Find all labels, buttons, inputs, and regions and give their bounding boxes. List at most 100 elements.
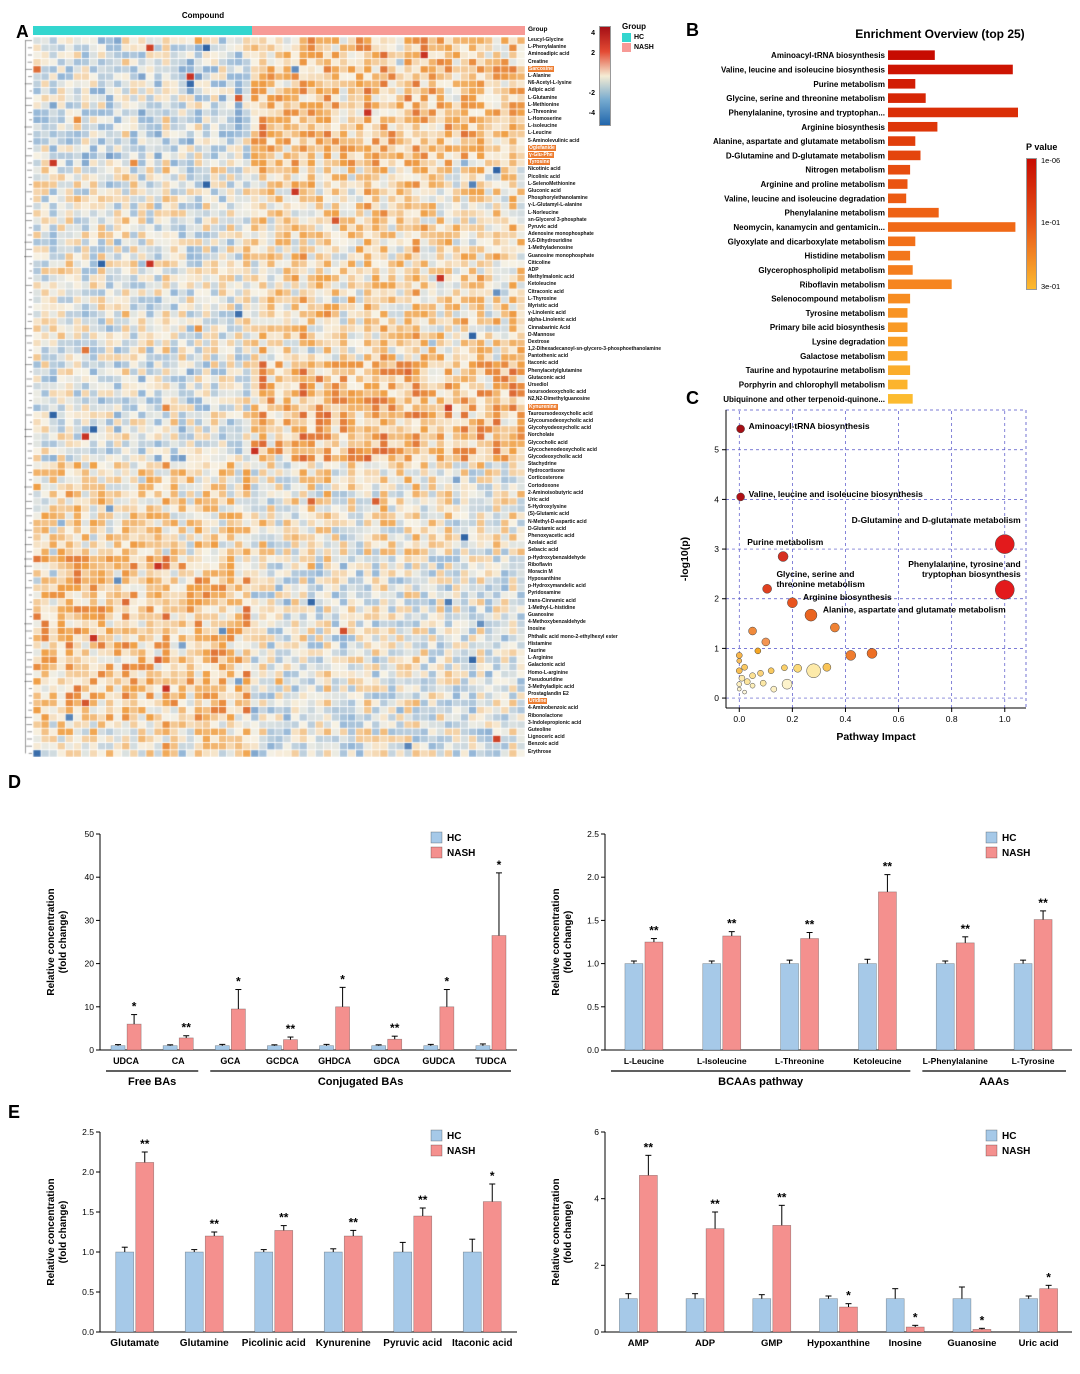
heatmap-row-label: Glycocholic acid (528, 439, 568, 446)
svg-text:Relative concentration: Relative concentration (46, 888, 57, 995)
heatmap-row-label: Phenylacetylglutamine (528, 367, 583, 374)
heatmap-row-label: L-Threonine (528, 108, 557, 115)
svg-text:TUDCA: TUDCA (475, 1056, 507, 1066)
heatmap-row-label: Myristic acid (528, 302, 559, 309)
svg-text:Porphyrin and chlorophyll meta: Porphyrin and chlorophyll metabolism (739, 381, 885, 390)
heatmap-row-label: Oglefanide (528, 144, 556, 151)
colorbar-tick: -4 (588, 110, 595, 117)
heatmap-row-label: Cortodoxone (528, 482, 560, 489)
heatmap-row-label: L-Homoserine (528, 116, 562, 123)
heatmap-row-label: Lignoceric acid (528, 734, 565, 741)
svg-text:1: 1 (714, 643, 719, 653)
svg-text:4: 4 (594, 1194, 599, 1204)
svg-text:L-Isoleucine: L-Isoleucine (697, 1056, 747, 1066)
svg-text:0: 0 (714, 693, 719, 703)
svg-text:(fold change): (fold change) (58, 911, 69, 974)
svg-text:Ubiquinone and other terpenoid: Ubiquinone and other terpenoid-quinone..… (723, 395, 885, 404)
svg-text:*: * (236, 975, 241, 989)
heatmap-row-label: Azelaic acid (528, 540, 557, 547)
heatmap-compound-label: Compound (181, 11, 225, 20)
svg-text:Alanine, aspartate and glutama: Alanine, aspartate and glutamate metabol… (713, 137, 885, 146)
heatmap-row-label: Creatine (528, 58, 549, 65)
enrichment-title: Enrichment Overview (top 25) (855, 27, 1025, 41)
heatmap-row-label: 1-Methyladenosine (528, 245, 574, 252)
heatmap-row-label: 4-Aminobenzoic acid (528, 705, 579, 712)
svg-text:**: ** (210, 1217, 220, 1231)
colorbar-tick: 2 (591, 50, 595, 57)
heatmap-row-label: γ-Glu-Phe (528, 152, 554, 158)
svg-text:Free BAs: Free BAs (128, 1076, 176, 1088)
svg-text:10: 10 (85, 1002, 95, 1012)
heatmap-row-label: Prostaglandin E2 (528, 691, 569, 698)
heatmap-row-label: Guanosine monophosphate (528, 252, 595, 259)
heatmap-row-label: 5-Hydroxylysine (528, 504, 567, 511)
svg-text:40: 40 (85, 872, 95, 882)
svg-text:Hypoxanthine: Hypoxanthine (807, 1338, 870, 1349)
heatmap-row-label: Sebacic acid (528, 547, 559, 554)
svg-text:Relative concentration: Relative concentration (46, 1178, 57, 1285)
heatmap-row-label: L-Methionine (528, 101, 560, 108)
svg-text:0.5: 0.5 (587, 1002, 599, 1012)
svg-text:Relative concentration: Relative concentration (551, 888, 562, 995)
heatmap-row-label: alpha-Linolenic acid (528, 317, 577, 324)
svg-text:1.0: 1.0 (587, 959, 599, 969)
heatmap-row-label: Ketoleucine (528, 281, 557, 288)
svg-text:**: ** (390, 1021, 400, 1035)
svg-text:0.0: 0.0 (733, 714, 745, 724)
heatmap-row-label: Citicoline (528, 259, 551, 266)
heatmap-row-label: Moracin M (528, 568, 553, 575)
svg-text:GDCA: GDCA (373, 1056, 400, 1066)
heatmap-row-label: 3-Indolepropionic acid (528, 719, 582, 726)
heatmap-row-label: Sarcosine (528, 65, 554, 72)
svg-text:0: 0 (89, 1045, 94, 1055)
colorbar-tick: -2 (588, 90, 595, 97)
svg-text:Glycine, serine and: Glycine, serine and (776, 569, 854, 579)
svg-text:0.5: 0.5 (82, 1287, 94, 1297)
nucleotides-bar-chart: 0 2 4 6 Relative concentration (fold change) *… (551, 1127, 1072, 1349)
svg-text:NASH: NASH (1002, 1146, 1030, 1157)
heatmap-row-label: Glycohyodeoxycholic acid (528, 425, 592, 432)
heatmap-row-label: D-Glutamic acid (528, 525, 567, 532)
heatmap-row-label: Tauroursodeoxycholic acid (528, 410, 593, 417)
svg-text:Pyruvic acid: Pyruvic acid (383, 1338, 442, 1349)
svg-text:**: ** (286, 1022, 296, 1036)
svg-text:50: 50 (85, 829, 95, 839)
svg-text:Ketoleucine: Ketoleucine (853, 1056, 901, 1066)
heatmap-row-label: Nicotinic acid (528, 166, 561, 173)
svg-text:*: * (497, 858, 502, 872)
svg-text:**: ** (961, 922, 971, 936)
heatmap-row-label: Uric acid (528, 497, 550, 503)
svg-text:1.0: 1.0 (82, 1247, 94, 1257)
svg-text:*: * (846, 1289, 851, 1303)
heatmap-row-label: 4-Methoxybenzaldehyde (528, 619, 586, 626)
heatmap-row-label: Itaconic acid (528, 360, 559, 367)
heatmap-row-label: Taurine (528, 647, 546, 654)
svg-text:*: * (340, 972, 345, 986)
svg-text:0.6: 0.6 (893, 714, 905, 724)
svg-text:L-Leucine: L-Leucine (624, 1056, 664, 1066)
heatmap-row-label: N-Methyl-D-aspartic acid (528, 518, 587, 525)
heatmap-row-label: Ursediol (528, 382, 549, 388)
heatmap-row-label: Homo-L-arginine (528, 669, 568, 676)
svg-text:*: * (980, 1313, 985, 1327)
svg-text:Histidine metabolism: Histidine metabolism (805, 252, 885, 261)
svg-text:GUDCA: GUDCA (422, 1056, 455, 1066)
heatmap-row-label: 1,2-Dihexadecanoyl-sn-glycero-3-phosphoe… (528, 346, 662, 353)
pvalue-tick: 1e-06 (1041, 156, 1061, 165)
panel-e-label: E (8, 1102, 21, 1122)
heatmap-row-label: Glutaconic acid (528, 374, 566, 381)
colorbar-gradient (599, 26, 611, 126)
svg-text:HC: HC (447, 1131, 461, 1142)
bile-acids-bar-chart: 0 10 20 30 40 50 Relative concentration (fold c… (46, 829, 517, 1088)
svg-text:Tyrosine metabolism: Tyrosine metabolism (806, 309, 885, 318)
svg-text:0.0: 0.0 (587, 1045, 599, 1055)
svg-text:CA: CA (172, 1056, 185, 1066)
svg-text:0.0: 0.0 (82, 1327, 94, 1337)
svg-text:GMP: GMP (761, 1338, 783, 1349)
svg-text:Conjugated BAs: Conjugated BAs (318, 1076, 404, 1088)
svg-text:Nitrogen metabolism: Nitrogen metabolism (805, 166, 885, 175)
heatmap-group-label: Group (528, 26, 548, 33)
pathway-impact-scatter: 0.0 0.2 0.4 0.6 0.8 1.0 0 1 2 3 4 5 Pathway Impact -l… (679, 409, 1027, 743)
svg-text:**: ** (349, 1215, 359, 1229)
